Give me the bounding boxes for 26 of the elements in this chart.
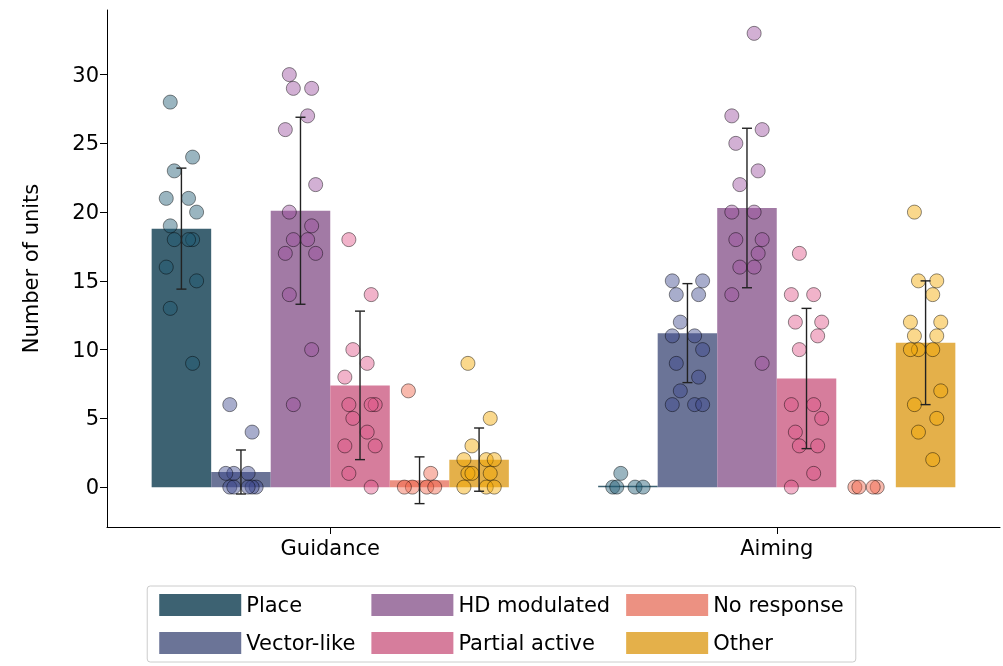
bar	[449, 459, 509, 488]
bar	[895, 342, 956, 488]
y-tick-label: 15	[72, 268, 99, 293]
x-tick-label: Guidance	[280, 535, 380, 560]
bar	[330, 385, 390, 488]
bar	[151, 228, 212, 488]
bar	[717, 208, 777, 488]
bar	[776, 378, 837, 488]
bar	[270, 210, 331, 488]
y-tick-label: 10	[72, 337, 99, 362]
y-axis-title: Number of units	[18, 183, 43, 354]
legend-label: Vector-like	[246, 631, 356, 655]
legend-label: Partial active	[458, 631, 595, 655]
legend-label: Other	[713, 631, 774, 655]
y-tick-label: 5	[85, 406, 99, 431]
y-tick-label: 25	[72, 131, 99, 156]
legend-label: Place	[246, 593, 303, 617]
y-tick-label: 30	[72, 62, 99, 87]
bar	[657, 333, 718, 488]
legend-label: No response	[713, 593, 844, 617]
y-tick-label: 0	[85, 475, 99, 500]
legend-label: HD modulated	[458, 593, 611, 617]
bar	[211, 472, 271, 488]
y-tick-label: 20	[72, 200, 99, 225]
bar	[389, 480, 450, 488]
x-tick-label: Aiming	[740, 535, 814, 560]
